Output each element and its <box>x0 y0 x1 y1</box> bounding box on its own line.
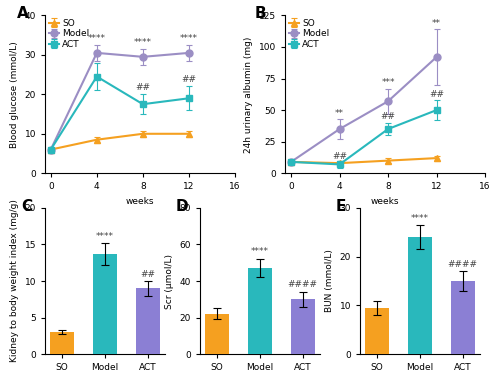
Y-axis label: Blood glucose (mmol/L): Blood glucose (mmol/L) <box>10 41 19 148</box>
Text: ****: **** <box>180 34 198 43</box>
Text: ***: *** <box>382 79 395 87</box>
Legend: SO, Model, ACT: SO, Model, ACT <box>48 18 90 50</box>
Bar <box>206 314 229 354</box>
Text: ****: **** <box>411 214 429 223</box>
Y-axis label: BUN (mmol/L): BUN (mmol/L) <box>325 249 334 313</box>
Bar <box>136 288 160 354</box>
Bar <box>291 300 314 354</box>
Text: C: C <box>21 199 32 214</box>
Text: E: E <box>336 199 346 214</box>
Text: A: A <box>16 6 28 21</box>
Text: ****: **** <box>134 38 152 47</box>
X-axis label: weeks: weeks <box>371 197 399 206</box>
Y-axis label: 24h urinary albumin (mg): 24h urinary albumin (mg) <box>244 36 253 152</box>
Text: ****: **** <box>251 247 269 256</box>
Text: ##: ## <box>380 112 396 121</box>
Y-axis label: Kidney to body weight index (mg/g): Kidney to body weight index (mg/g) <box>10 199 19 363</box>
Text: ##: ## <box>140 270 156 279</box>
Text: ****: **** <box>96 232 114 241</box>
Text: ####: #### <box>288 280 318 289</box>
Text: ####: #### <box>448 260 478 269</box>
Bar <box>50 332 74 354</box>
Bar <box>366 308 389 354</box>
Text: ****: **** <box>88 34 106 43</box>
Bar <box>408 237 432 354</box>
Text: ##: ## <box>429 90 444 99</box>
Bar <box>248 268 272 354</box>
Legend: SO, Model, ACT: SO, Model, ACT <box>288 18 331 50</box>
Text: B: B <box>255 6 266 21</box>
Text: D: D <box>176 199 188 214</box>
X-axis label: weeks: weeks <box>126 197 154 206</box>
Text: **: ** <box>432 19 441 28</box>
Bar <box>93 254 117 354</box>
Text: **: ** <box>335 109 344 118</box>
Bar <box>451 281 474 354</box>
Text: ##: ## <box>182 75 196 84</box>
Text: ##: ## <box>136 83 150 92</box>
Text: ##: ## <box>332 152 347 161</box>
Y-axis label: Scr (μmol/L): Scr (μmol/L) <box>165 254 174 308</box>
